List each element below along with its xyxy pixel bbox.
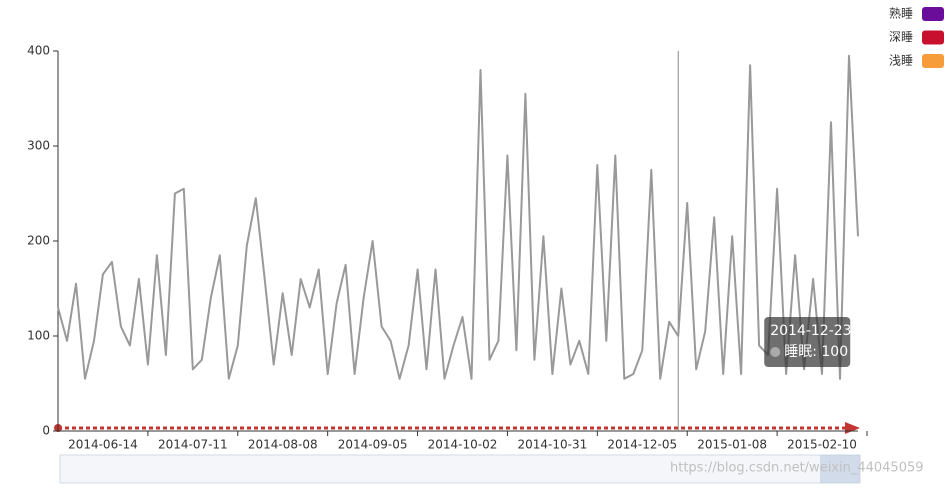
y-tick-label: 300 <box>27 139 50 153</box>
y-tick-label: 200 <box>27 234 50 248</box>
tooltip-title: 2014-12-23 <box>770 323 851 339</box>
tooltip-box <box>764 317 851 367</box>
tooltip-dot <box>770 347 781 357</box>
watermark: https://blog.csdn.net/weixin_44045059 <box>670 461 924 476</box>
x-tick-label: 2015-02-10 <box>787 438 857 452</box>
y-tick-label: 400 <box>27 44 50 58</box>
legend-label: 浅睡 <box>889 54 913 68</box>
data-zoom-window[interactable] <box>820 455 860 483</box>
x-tick-label: 2014-08-08 <box>248 438 318 452</box>
visual-map-arrow <box>845 422 860 434</box>
y-tick-label: 0 <box>42 424 50 438</box>
x-tick-label: 2014-10-02 <box>428 438 498 452</box>
legend-swatch[interactable] <box>922 54 944 68</box>
x-tick-label: 2014-06-14 <box>68 438 138 452</box>
data-zoom-slider[interactable] <box>59 454 861 484</box>
x-tick-label: 2014-12-05 <box>607 438 677 452</box>
x-tick-label: 2014-09-05 <box>338 438 408 452</box>
x-tick-label: 2014-07-11 <box>158 438 228 452</box>
y-tick-label: 100 <box>27 329 50 343</box>
legend-label: 深睡 <box>889 30 913 44</box>
x-tick-label: 2014-10-31 <box>518 438 588 452</box>
series-line <box>57 54 859 380</box>
legend-swatch[interactable] <box>922 7 944 21</box>
tooltip-text: 睡眠: 100 <box>784 344 848 360</box>
legend-label: 熟睡 <box>889 6 913 21</box>
legend-swatch[interactable] <box>922 30 944 45</box>
x-tick-label: 2015-01-08 <box>697 438 767 452</box>
